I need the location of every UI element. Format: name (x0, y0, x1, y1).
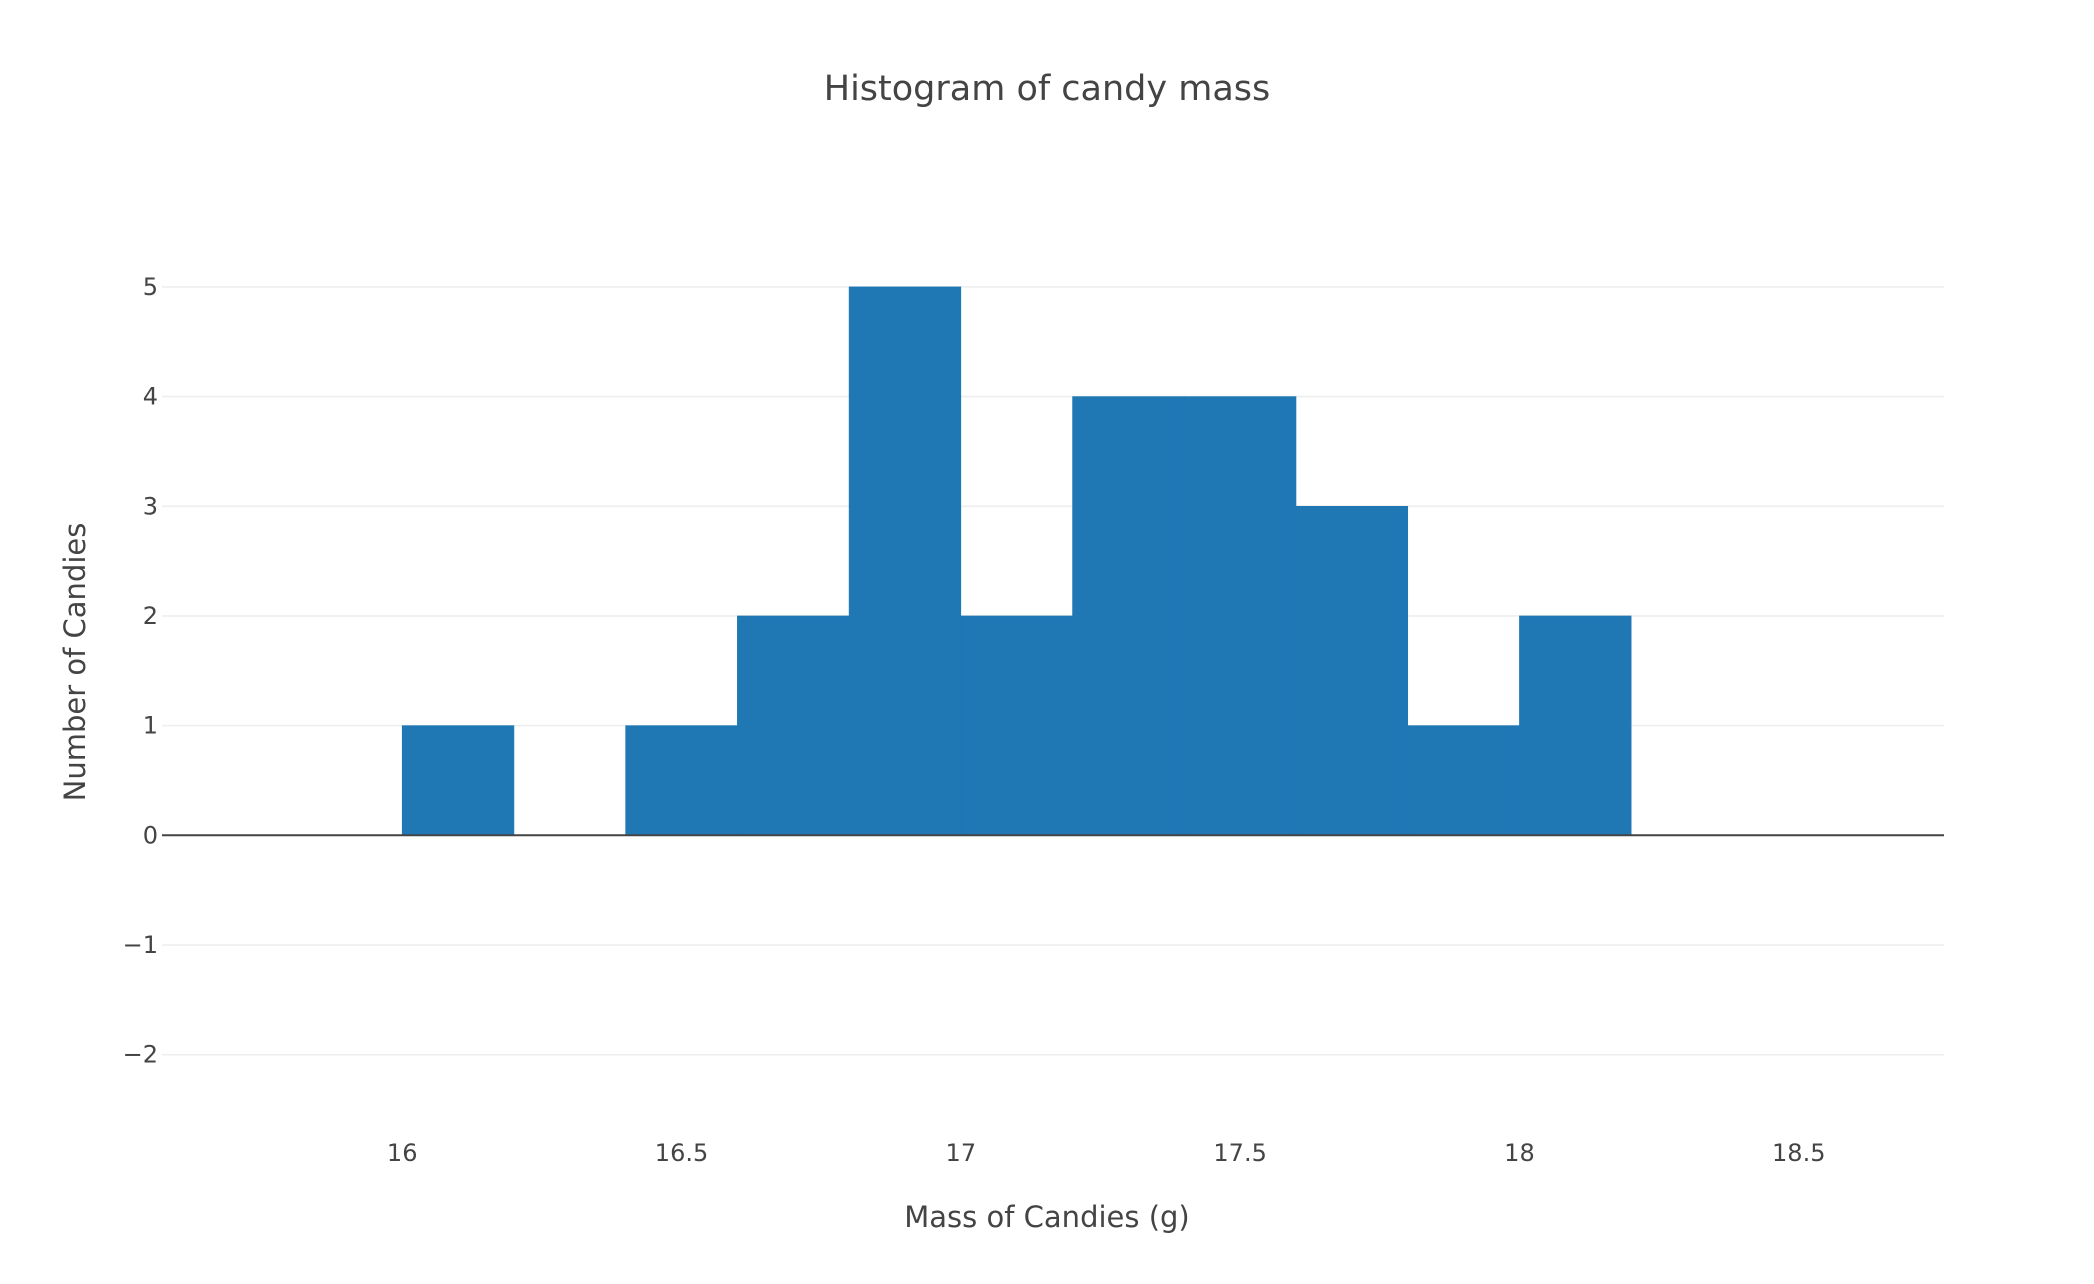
histogram-bar (848, 286, 962, 836)
chart-title: Histogram of candy mass (824, 69, 1271, 109)
histogram-bar (737, 615, 850, 836)
histogram-bar (1407, 725, 1520, 836)
x-axis-title: Mass of Candies (g) (904, 1200, 1189, 1234)
x-tick-label: 18.5 (1772, 1139, 1825, 1167)
y-tick-label: 0 (143, 821, 158, 849)
histogram-bar (1519, 615, 1632, 836)
histogram-bar (625, 725, 738, 836)
y-tick-label: 3 (143, 492, 158, 520)
y-tick-label: −1 (123, 931, 158, 959)
x-tick-label: 17.5 (1213, 1139, 1266, 1167)
histogram-bar (1072, 396, 1185, 836)
x-tick-labels: 16 16.5 17 17.5 18 18.5 (387, 1139, 1826, 1167)
x-tick-label: 17 (946, 1139, 977, 1167)
y-tick-label: 1 (143, 712, 158, 740)
histogram-bar (960, 615, 1073, 836)
y-tick-labels: −2 −1 0 1 2 3 4 5 (123, 273, 158, 1069)
y-tick-label: 2 (143, 602, 158, 630)
y-tick-label: 4 (143, 383, 158, 411)
y-tick-label: 5 (143, 273, 158, 301)
y-axis-title: Number of Candies (58, 523, 92, 802)
y-tick-label: −2 (123, 1041, 158, 1069)
histogram-bar (1183, 396, 1297, 836)
x-tick-label: 16.5 (655, 1139, 708, 1167)
histogram-bars (401, 286, 1632, 836)
histogram-bar (1295, 505, 1409, 836)
x-tick-label: 16 (387, 1139, 418, 1167)
x-tick-label: 18 (1504, 1139, 1535, 1167)
histogram-bar (401, 725, 515, 836)
